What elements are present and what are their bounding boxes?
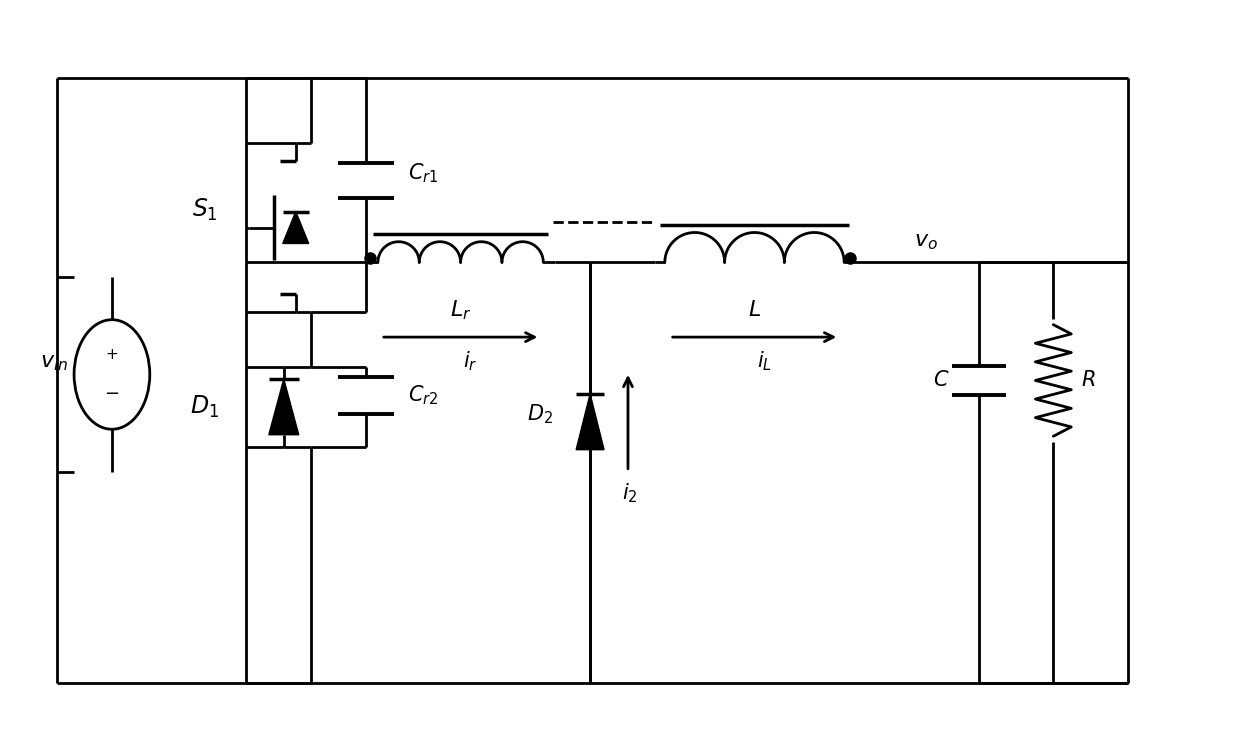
Polygon shape	[269, 379, 299, 435]
Text: $D_2$: $D_2$	[527, 402, 553, 425]
Polygon shape	[577, 394, 604, 449]
Text: $i_2$: $i_2$	[622, 482, 637, 505]
Text: +: +	[105, 347, 118, 362]
Text: −: −	[104, 385, 119, 403]
Polygon shape	[283, 212, 309, 244]
Text: $R$: $R$	[1081, 370, 1095, 390]
Text: $L_r$: $L_r$	[450, 299, 471, 322]
Text: $L$: $L$	[748, 300, 761, 320]
Text: $i_L$: $i_L$	[756, 349, 773, 373]
Text: $C_{r1}$: $C_{r1}$	[408, 162, 438, 185]
Text: $D_1$: $D_1$	[190, 394, 219, 420]
Text: $C_{r2}$: $C_{r2}$	[408, 384, 438, 407]
Text: $v_o$: $v_o$	[914, 233, 937, 253]
Text: $i_r$: $i_r$	[464, 349, 477, 373]
Text: $C$: $C$	[932, 370, 949, 390]
Text: $v_{in}$: $v_{in}$	[40, 353, 68, 373]
Text: $S_1$: $S_1$	[192, 196, 217, 223]
